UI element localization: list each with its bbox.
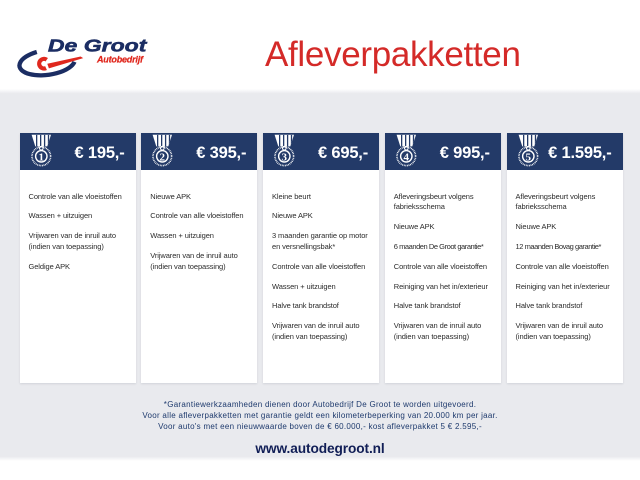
svg-text:3: 3 <box>282 151 288 163</box>
svg-text:4: 4 <box>403 151 409 163</box>
svg-text:Autobedrijf: Autobedrijf <box>96 55 144 65</box>
svg-text:1: 1 <box>38 151 44 163</box>
svg-text:De Groot: De Groot <box>48 36 148 56</box>
svg-text:2: 2 <box>160 151 166 163</box>
svg-text:5: 5 <box>525 151 531 163</box>
